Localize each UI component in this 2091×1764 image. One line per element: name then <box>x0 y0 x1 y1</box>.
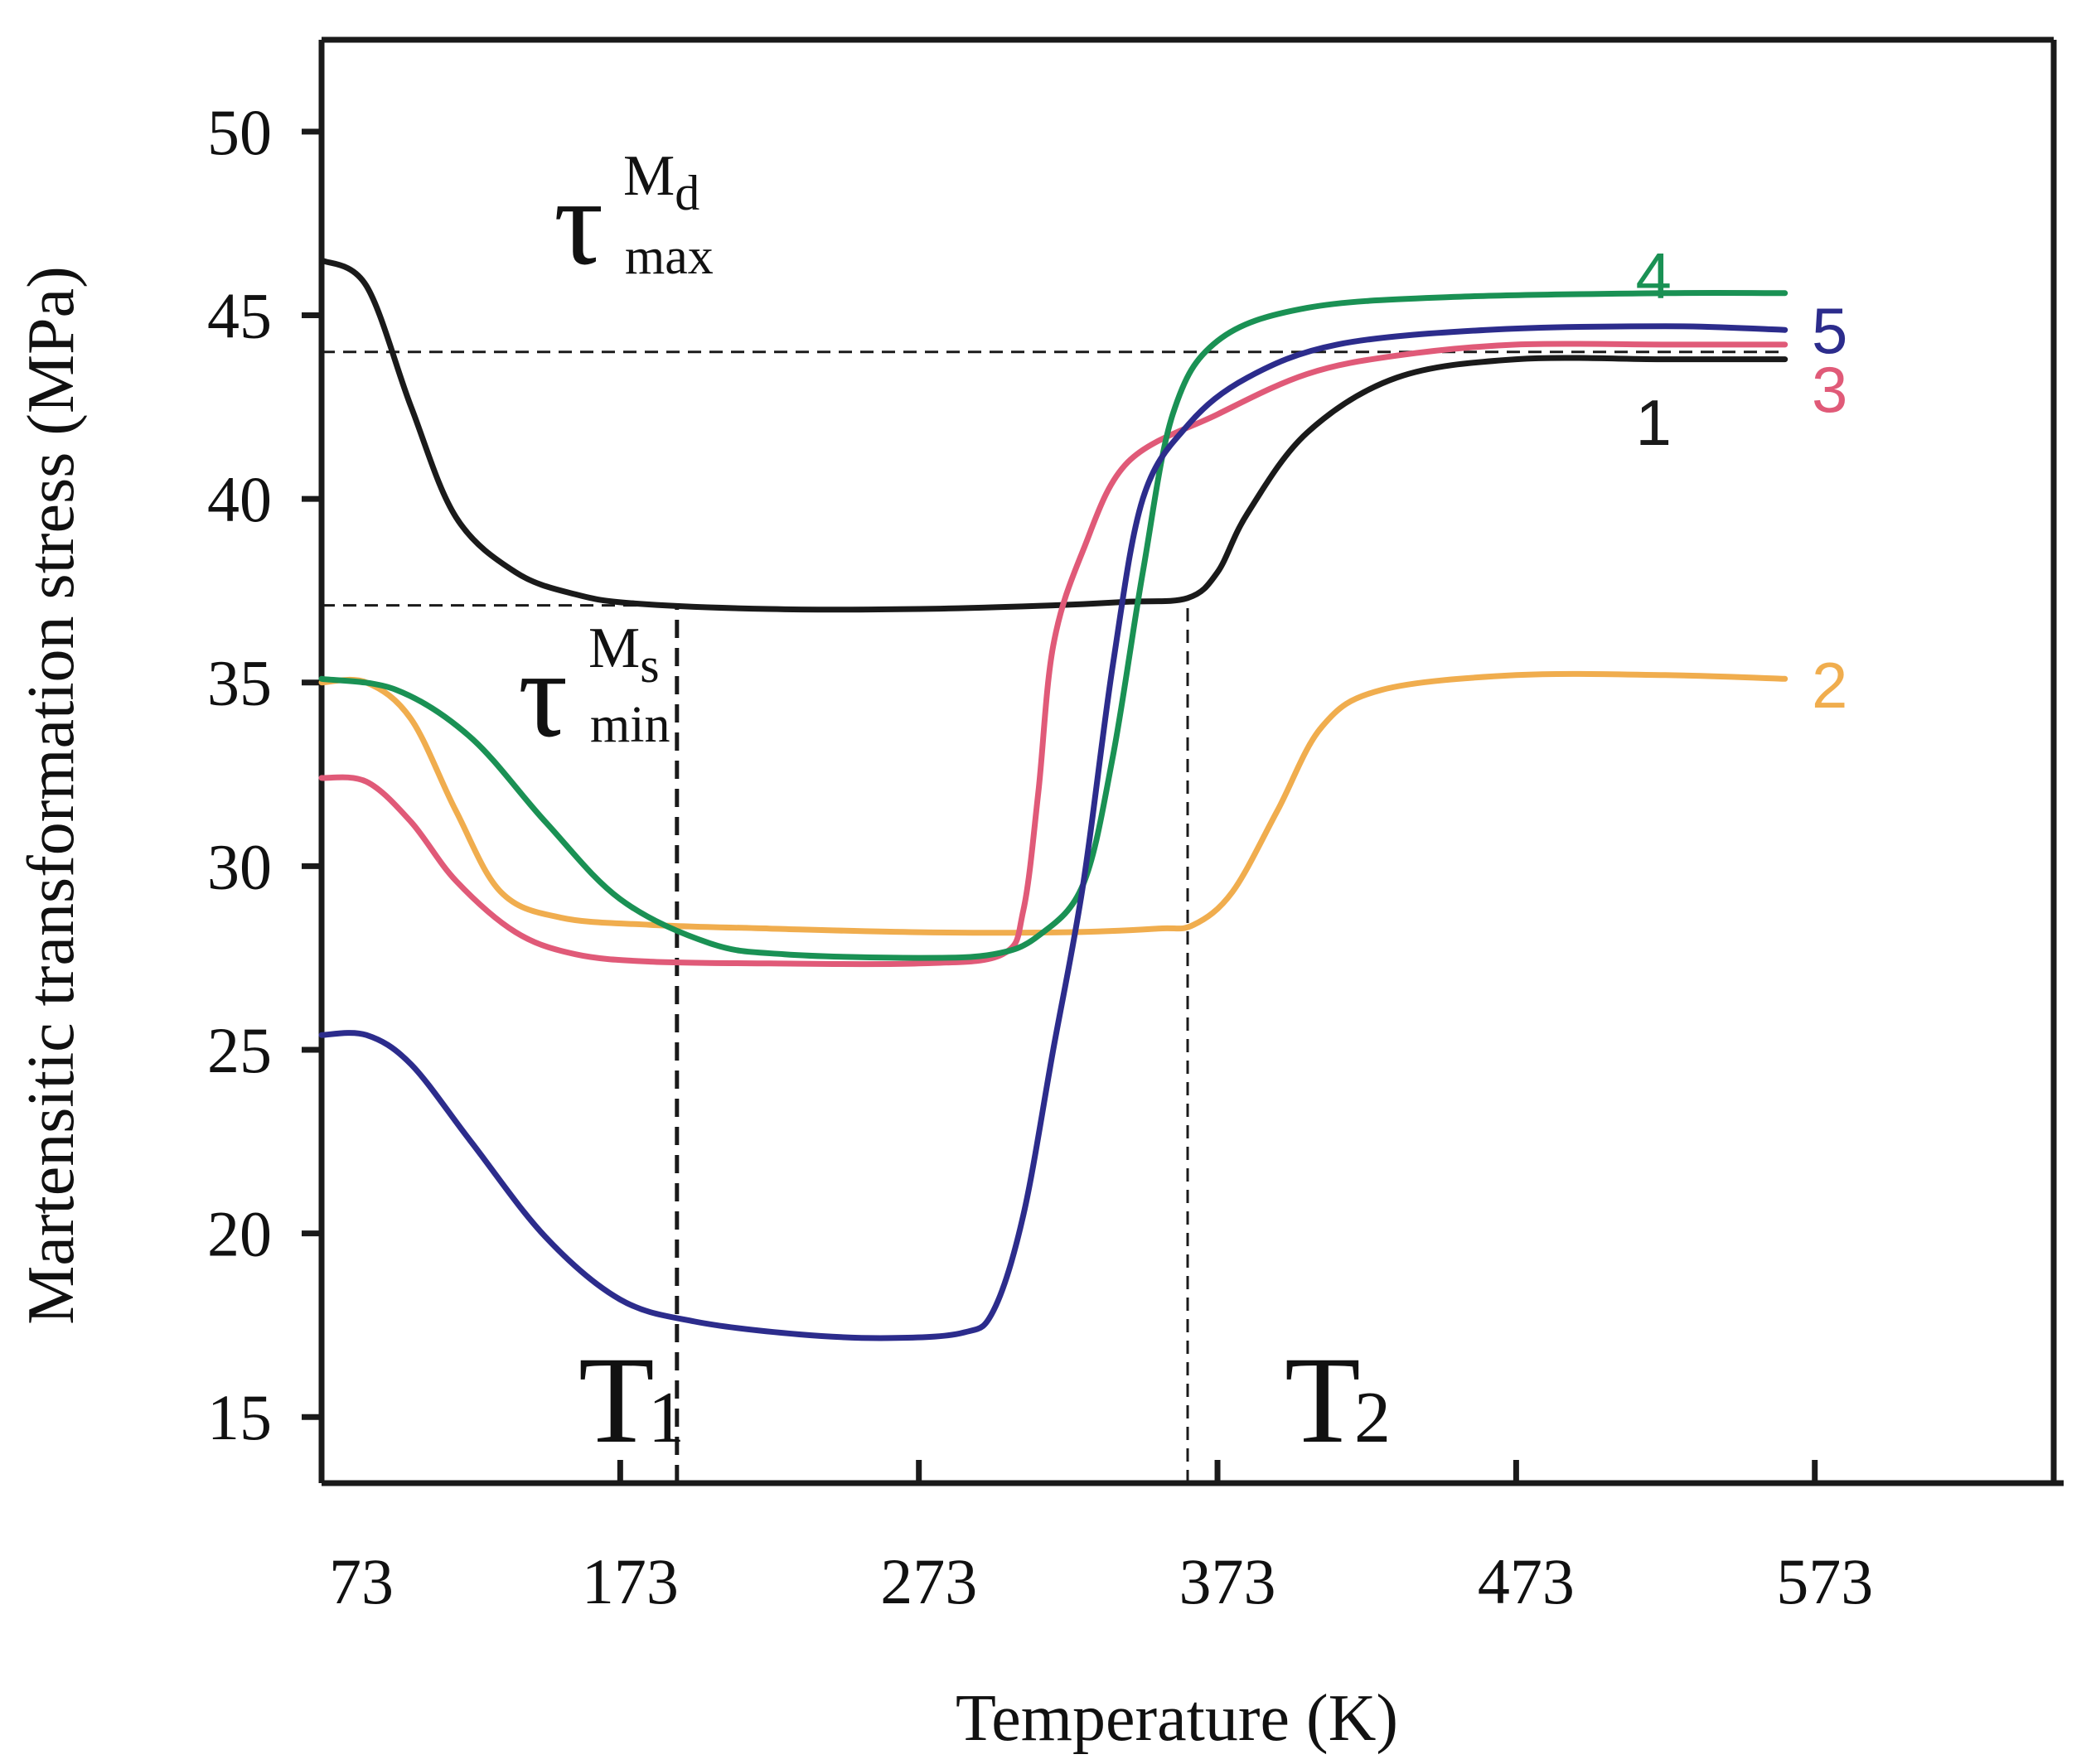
t2-subscript: 2 <box>1354 1378 1391 1458</box>
x-tick-label-173: 173 <box>582 1545 679 1617</box>
tau-max-symbol: τ <box>554 153 603 291</box>
series-line-3 <box>318 341 1788 968</box>
tau-min-sup-index: s <box>640 638 659 693</box>
reference-lines <box>322 350 1785 1483</box>
tau-min-sup-letter: M <box>588 616 640 680</box>
y-tick-label-40: 40 <box>207 463 272 535</box>
series-line-4 <box>318 289 1788 961</box>
x-tick-label-73: 73 <box>329 1545 394 1617</box>
tau-max-superscript: Md <box>623 144 699 220</box>
tau-min-subscript: min <box>590 697 670 753</box>
series-label-5: 5 <box>1812 294 1847 367</box>
y-tick-label-30: 30 <box>207 830 272 902</box>
plot-frame <box>318 36 2064 1486</box>
x-tick-label-373: 373 <box>1179 1545 1276 1617</box>
y-tick-label-15: 15 <box>207 1381 272 1453</box>
series-line-2 <box>318 670 1788 936</box>
x-tick-label-573: 573 <box>1776 1545 1873 1617</box>
x-tick-label-473: 473 <box>1478 1545 1575 1617</box>
tau-max-subscript: max <box>625 229 714 285</box>
tau-min-symbol: τ <box>518 626 568 763</box>
series-label-3: 3 <box>1812 353 1847 426</box>
t1-main: T <box>578 1331 655 1469</box>
x-axis-title: Temperature (K) <box>956 1682 1398 1755</box>
y-tick-label-45: 45 <box>207 279 272 351</box>
t1-annotation: T 1 <box>578 1331 685 1469</box>
series-label-4: 4 <box>1635 239 1671 312</box>
y-ticks: 15 20 25 30 35 40 45 50 <box>207 96 322 1453</box>
tau-min-annotation: τ Ms min <box>518 616 670 763</box>
tau-max-sup-index: d <box>675 166 699 220</box>
tau-min-superscript: Ms <box>588 616 660 693</box>
series-label-1: 1 <box>1635 386 1671 459</box>
x-ticks: 73 173 273 373 473 573 <box>329 1460 1873 1617</box>
y-tick-label-35: 35 <box>207 647 272 719</box>
t2-annotation: T 2 <box>1285 1331 1391 1469</box>
series-label-2: 2 <box>1812 649 1847 722</box>
y-tick-label-50: 50 <box>207 96 272 168</box>
tau-max-sup-letter: M <box>623 144 675 208</box>
y-tick-label-20: 20 <box>207 1198 272 1270</box>
x-tick-label-273: 273 <box>880 1545 977 1617</box>
series-labels: 1 2 3 4 5 <box>1635 239 1847 722</box>
series-lines <box>318 257 1788 1341</box>
t1-subscript: 1 <box>648 1378 685 1458</box>
y-tick-label-25: 25 <box>207 1014 272 1086</box>
tau-max-annotation: τ Md max <box>554 144 714 291</box>
t2-main: T <box>1285 1331 1361 1469</box>
y-axis-title: Martensitic transformation stress (MPa) <box>15 266 88 1325</box>
series-line-1 <box>318 257 1788 613</box>
series-line-5 <box>318 323 1788 1341</box>
